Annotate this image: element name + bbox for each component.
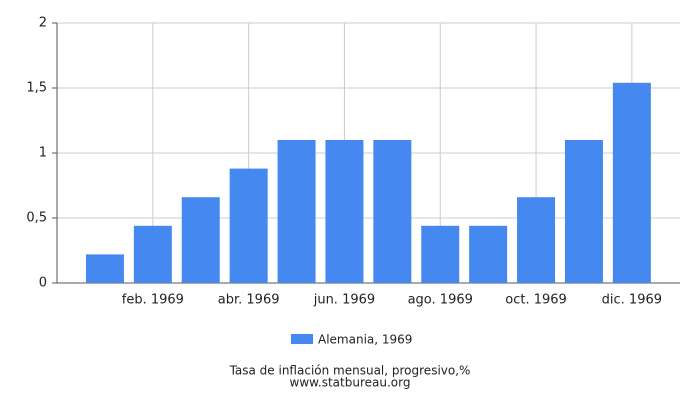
bar bbox=[373, 140, 412, 283]
bar bbox=[181, 197, 220, 283]
chart-title: Tasa de inflación mensual, progresivo,% bbox=[229, 364, 471, 378]
bar bbox=[469, 225, 508, 283]
bar bbox=[421, 225, 460, 283]
y-tick-label: 1 bbox=[39, 146, 47, 161]
bar bbox=[612, 82, 651, 283]
y-tick-label: 0 bbox=[39, 276, 47, 291]
x-tick-label: oct. 1969 bbox=[505, 293, 567, 308]
x-tick-label: jun. 1969 bbox=[313, 293, 375, 308]
bar bbox=[564, 140, 603, 283]
bar bbox=[229, 168, 268, 283]
y-tick-label: 0,5 bbox=[26, 211, 47, 226]
bar bbox=[325, 140, 364, 283]
x-tick-label: abr. 1969 bbox=[218, 293, 280, 308]
bar bbox=[517, 197, 556, 283]
chart-subtitle: www.statbureau.org bbox=[290, 376, 411, 390]
legend-swatch bbox=[291, 334, 313, 344]
bar bbox=[133, 225, 172, 283]
y-tick-label: 2 bbox=[39, 16, 47, 31]
y-tick-label: 1,5 bbox=[26, 81, 47, 96]
legend-label: Alemania, 1969 bbox=[318, 333, 412, 347]
bar bbox=[277, 140, 316, 283]
x-tick-label: feb. 1969 bbox=[122, 293, 184, 308]
x-tick-label: dic. 1969 bbox=[602, 293, 662, 308]
bar bbox=[85, 254, 124, 283]
x-tick-label: ago. 1969 bbox=[408, 293, 473, 308]
